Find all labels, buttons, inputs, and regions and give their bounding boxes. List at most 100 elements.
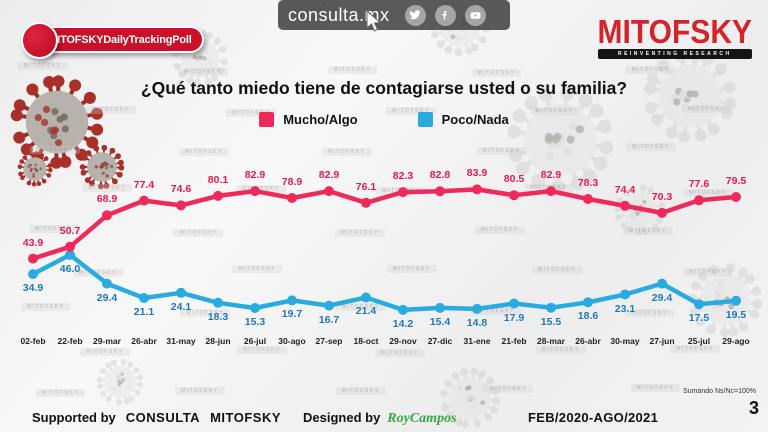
x-axis-label: 31-may — [166, 336, 196, 346]
watermark: MITOFSKY — [683, 267, 733, 276]
badge-circle — [21, 22, 58, 59]
twitter-icon[interactable] — [404, 4, 426, 26]
watermark: MITOFSKY — [474, 225, 525, 234]
watermark: MITOFSKY — [30, 146, 80, 155]
footnote: Sumando Ns/Nc=100% — [683, 388, 756, 395]
value-label: 18.6 — [577, 310, 599, 323]
x-axis-label: 28-mar — [537, 336, 565, 346]
virus-decoration — [687, 263, 763, 338]
hashtag-badge: #MITOFSKYDailyTrackingPoll — [8, 22, 208, 64]
page-number: 3 — [748, 398, 759, 418]
watermark: MITOFSKY — [321, 148, 372, 157]
consulta-mx-link[interactable]: consulta.mx — [288, 4, 390, 25]
x-axis-label: 27-dic — [427, 336, 453, 346]
watermark: MITOFSKY — [630, 383, 681, 392]
mitofsky-brand: MITOFSKY — [210, 410, 282, 425]
x-axis-label: 29-nov — [389, 336, 417, 346]
value-label: 50.7 — [59, 224, 81, 237]
value-label: 78.9 — [281, 176, 303, 188]
watermark: MITOFSKY — [386, 265, 437, 274]
value-label: 14.2 — [392, 317, 414, 330]
watermark: MITOFSKY — [531, 265, 582, 274]
value-label: 19.7 — [281, 308, 303, 321]
watermark: MITOFSKY — [335, 387, 386, 396]
value-label: 43.9 — [22, 236, 44, 249]
x-axis-label: 22-feb — [57, 336, 83, 346]
value-label: 21.4 — [355, 305, 377, 318]
watermark: MITOFSKY — [327, 66, 378, 75]
x-axis-label: 30-ago — [278, 336, 306, 346]
value-label: 68.9 — [96, 193, 118, 206]
virus-decoration — [96, 358, 144, 406]
value-label: 17.9 — [503, 311, 525, 324]
value-label: 79.5 — [725, 174, 747, 187]
legend-item-poco-nada: Poco/Nada — [417, 112, 509, 127]
x-axis-label: 26-abr — [575, 336, 601, 346]
x-axis-label: 26-abr — [131, 336, 157, 346]
value-label: 82.8 — [429, 169, 451, 182]
legend-item-mucho-algo: Mucho/Algo — [259, 112, 358, 127]
value-label: 83.9 — [466, 167, 488, 180]
facebook-icon[interactable] — [434, 4, 456, 26]
value-label: 18.3 — [207, 310, 229, 323]
watermark: MITOFSKY — [20, 303, 71, 312]
x-axis-label: 25-jul — [687, 336, 711, 346]
legend-label-mucho-algo: Mucho/Algo — [283, 112, 358, 127]
legend-swatch-pink — [259, 112, 275, 127]
value-label: 34.9 — [22, 282, 44, 295]
x-axis-label: 18-oct — [353, 336, 379, 346]
mitofsky-logo-text: MITOFSKY — [597, 13, 752, 51]
mitofsky-logo: MITOFSKY REINVENTING RESEARCH — [597, 13, 752, 59]
value-label: 82.3 — [392, 170, 414, 183]
value-label: 19.5 — [725, 308, 747, 321]
watermark: MITOFSKY — [35, 389, 86, 398]
chart-title: ¿Qué tanto miedo tiene de contagiarse us… — [140, 78, 628, 98]
watermark: MITOFSKY — [623, 227, 674, 236]
value-label: 74.6 — [170, 183, 192, 196]
consulta-brand: CONSULTA — [125, 410, 201, 425]
watermark: MITOFSKY — [79, 348, 130, 357]
hashtag-pill: #MITOFSKYDailyTrackingPoll — [30, 26, 204, 53]
value-label: 21.1 — [133, 305, 155, 318]
value-label: 29.4 — [651, 291, 673, 304]
youtube-icon[interactable] — [464, 4, 486, 26]
value-label: 23.1 — [614, 302, 636, 315]
value-label: 74.4 — [614, 183, 636, 196]
value-label: 24.1 — [170, 300, 192, 313]
watermark: MITOFSKY — [82, 183, 133, 192]
watermark: MITOFSKY — [682, 189, 733, 198]
value-label: 15.5 — [540, 315, 562, 328]
watermark: MITOFSKY — [232, 264, 283, 273]
value-label: 77.4 — [133, 178, 155, 191]
watermark: MITOFSKY — [174, 387, 225, 396]
supported-by-label: Supported by — [32, 410, 116, 425]
watermark: MITOFSKY — [471, 68, 522, 77]
watermark: MITOFSKY — [73, 268, 123, 277]
value-label: 29.4 — [96, 291, 118, 304]
watermark: MITOFSKY — [177, 68, 228, 77]
value-label: 80.1 — [207, 173, 229, 186]
x-axis-label: 02-feb — [20, 336, 46, 346]
watermark: MITOFSKY — [235, 185, 286, 194]
legend-swatch-blue — [417, 112, 433, 127]
watermark: MITOFSKY — [523, 183, 574, 192]
x-axis-label: 29-ago — [722, 336, 750, 346]
x-axis-label: 27-jun — [649, 336, 675, 346]
value-label: 15.4 — [429, 315, 451, 328]
value-label: 76.1 — [355, 180, 377, 193]
mitofsky-logo-tagline: REINVENTING RESEARCH — [597, 49, 752, 59]
video-overlay-bar: consulta.mx — [278, 0, 510, 30]
watermark: MITOFSKY — [237, 346, 287, 355]
legend-label-poco-nada: Poco/Nada — [441, 112, 509, 127]
x-axis-label: 26-jul — [243, 336, 267, 346]
watermark: MITOFSKY — [535, 345, 586, 354]
designer-signature: RoyCampos — [387, 411, 457, 426]
value-label: 14.8 — [466, 316, 488, 329]
x-axis-label: 31-ene — [463, 336, 491, 346]
watermark: MITOFSKY — [173, 229, 224, 238]
x-axis-label: 29-mar — [93, 336, 121, 346]
value-label: 70.3 — [651, 190, 673, 203]
